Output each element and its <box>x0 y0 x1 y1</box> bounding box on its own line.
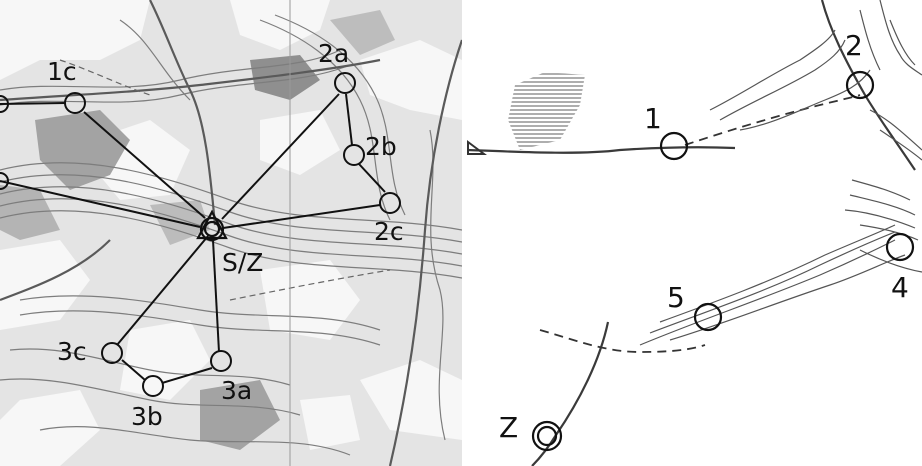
course-legs <box>0 93 386 384</box>
left-map-panel: 1c 2a 2b 2c 3a 3b 3c S/Z <box>0 0 462 466</box>
control-label-1: 1 <box>644 102 662 135</box>
control-circle-4 <box>885 232 915 262</box>
control-circle-1c <box>64 92 86 114</box>
control-circle-2b <box>343 144 365 166</box>
right-control-circles <box>659 70 915 332</box>
control-circle-3a <box>210 350 232 372</box>
start-finish-label: S/Z <box>222 248 263 277</box>
control-circle-2a <box>334 72 356 94</box>
control-label-2c: 2c <box>374 217 404 246</box>
control-label-3b: 3b <box>131 402 163 431</box>
control-circles <box>0 72 401 397</box>
finish-symbol <box>531 420 563 452</box>
control-circle-3b <box>142 375 164 397</box>
control-label-2b: 2b <box>365 132 397 161</box>
small-paths <box>59 59 391 301</box>
right-map-lines <box>467 0 916 466</box>
control-circle-5 <box>693 302 723 332</box>
control-circle-2 <box>845 70 875 100</box>
control-label-4: 4 <box>891 271 909 304</box>
left-map-labels: 1c 2a 2b 2c 3a 3b 3c S/Z <box>47 39 404 431</box>
control-circle-edge-b <box>0 172 9 190</box>
control-label-3c: 3c <box>57 337 87 366</box>
right-map-panel: 1 2 4 5 Z <box>467 0 922 466</box>
control-circle-3c <box>101 342 123 364</box>
tracks <box>0 0 462 466</box>
right-map-labels: 1 2 4 5 Z <box>499 29 909 444</box>
control-label-5: 5 <box>667 281 685 314</box>
control-label-1c: 1c <box>47 57 77 86</box>
control-label-2a: 2a <box>318 39 349 68</box>
finish-label: Z <box>499 411 518 444</box>
control-label-3a: 3a <box>221 376 252 405</box>
marsh-area <box>508 72 585 150</box>
control-circle-edge-a <box>0 95 9 113</box>
panel-divider <box>462 0 468 466</box>
dashed-paths <box>539 94 861 353</box>
start-finish-symbol <box>196 209 228 242</box>
triangle-edge <box>467 140 487 155</box>
control-circle-2c <box>379 192 401 214</box>
control-label-2: 2 <box>845 29 863 62</box>
control-circle-1 <box>659 131 689 161</box>
